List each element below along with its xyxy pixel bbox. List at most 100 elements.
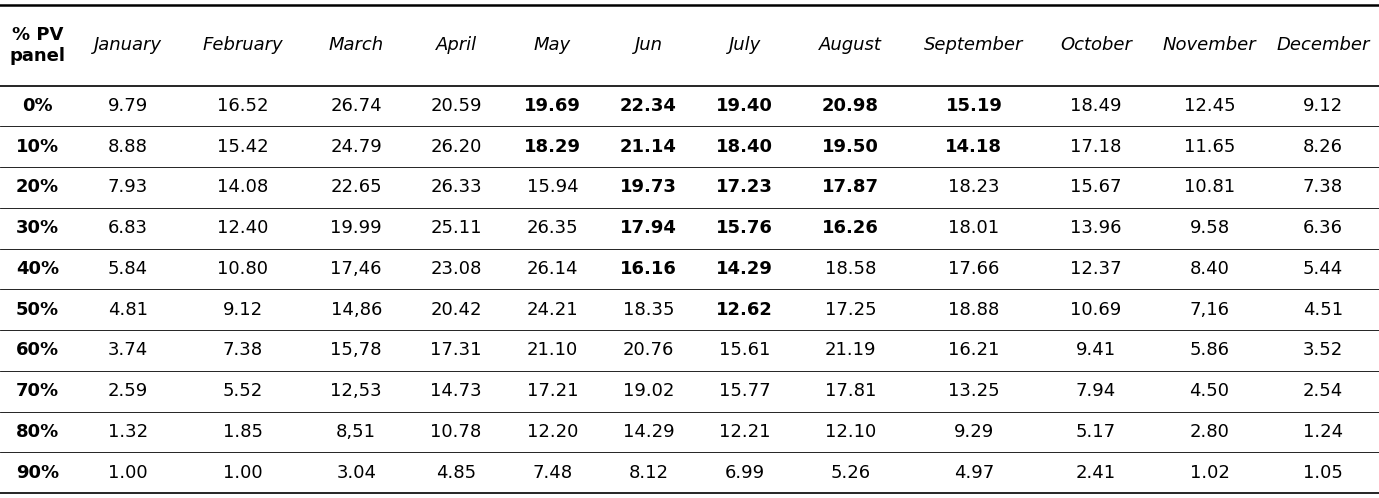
Text: 14.29: 14.29: [623, 423, 674, 441]
Text: 19.50: 19.50: [822, 137, 878, 156]
Text: 23.08: 23.08: [430, 260, 481, 278]
Text: February: February: [203, 36, 283, 54]
Text: 7.94: 7.94: [1076, 382, 1116, 400]
Text: 26.35: 26.35: [527, 219, 578, 237]
Text: 15,78: 15,78: [331, 342, 382, 360]
Text: 10.81: 10.81: [1185, 178, 1236, 196]
Text: 13.96: 13.96: [1070, 219, 1121, 237]
Text: 1.85: 1.85: [223, 423, 263, 441]
Text: 18.23: 18.23: [949, 178, 1000, 196]
Text: 17.81: 17.81: [825, 382, 876, 400]
Text: 9.41: 9.41: [1076, 342, 1116, 360]
Text: 4.85: 4.85: [436, 464, 476, 482]
Text: 14.18: 14.18: [946, 137, 1003, 156]
Text: 20%: 20%: [15, 178, 59, 196]
Text: 17.18: 17.18: [1070, 137, 1121, 156]
Text: 20.42: 20.42: [430, 301, 481, 319]
Text: 20.98: 20.98: [822, 97, 878, 115]
Text: 22.34: 22.34: [621, 97, 677, 115]
Text: 8.12: 8.12: [629, 464, 669, 482]
Text: 9.29: 9.29: [954, 423, 994, 441]
Text: 5.86: 5.86: [1190, 342, 1230, 360]
Text: 15.94: 15.94: [527, 178, 578, 196]
Text: 7.38: 7.38: [1303, 178, 1343, 196]
Text: 8.40: 8.40: [1190, 260, 1230, 278]
Text: 2.54: 2.54: [1303, 382, 1343, 400]
Text: 12.37: 12.37: [1070, 260, 1123, 278]
Text: 7,16: 7,16: [1190, 301, 1230, 319]
Text: 2.80: 2.80: [1190, 423, 1230, 441]
Text: 18.35: 18.35: [623, 301, 674, 319]
Text: 26.33: 26.33: [430, 178, 481, 196]
Text: 70%: 70%: [15, 382, 59, 400]
Text: 9.12: 9.12: [222, 301, 263, 319]
Text: 6.83: 6.83: [108, 219, 148, 237]
Text: 17.21: 17.21: [527, 382, 578, 400]
Text: 50%: 50%: [15, 301, 59, 319]
Text: 18.40: 18.40: [716, 137, 774, 156]
Text: 5.52: 5.52: [222, 382, 263, 400]
Text: 4.51: 4.51: [1303, 301, 1343, 319]
Text: 12.10: 12.10: [825, 423, 876, 441]
Text: 26.74: 26.74: [331, 97, 382, 115]
Text: 1.00: 1.00: [108, 464, 148, 482]
Text: March: March: [328, 36, 383, 54]
Text: 14.73: 14.73: [430, 382, 481, 400]
Text: 20.59: 20.59: [430, 97, 481, 115]
Text: 18.49: 18.49: [1070, 97, 1121, 115]
Text: 26.14: 26.14: [527, 260, 578, 278]
Text: 20.76: 20.76: [623, 342, 674, 360]
Text: Jun: Jun: [634, 36, 662, 54]
Text: 30%: 30%: [15, 219, 59, 237]
Text: 7.93: 7.93: [108, 178, 148, 196]
Text: 12.40: 12.40: [217, 219, 269, 237]
Text: 16.52: 16.52: [217, 97, 269, 115]
Text: November: November: [1162, 36, 1256, 54]
Text: 15.76: 15.76: [716, 219, 774, 237]
Text: % PV
panel: % PV panel: [10, 26, 65, 65]
Text: 60%: 60%: [15, 342, 59, 360]
Text: 10%: 10%: [15, 137, 59, 156]
Text: 15.67: 15.67: [1070, 178, 1121, 196]
Text: 2.59: 2.59: [108, 382, 148, 400]
Text: 12.62: 12.62: [716, 301, 774, 319]
Text: 7.38: 7.38: [222, 342, 263, 360]
Text: 5.44: 5.44: [1303, 260, 1343, 278]
Text: 17.94: 17.94: [621, 219, 677, 237]
Text: 8.88: 8.88: [108, 137, 148, 156]
Text: 10.78: 10.78: [430, 423, 481, 441]
Text: December: December: [1277, 36, 1369, 54]
Text: 26.20: 26.20: [430, 137, 481, 156]
Text: 40%: 40%: [15, 260, 59, 278]
Text: 80%: 80%: [15, 423, 59, 441]
Text: 3.74: 3.74: [108, 342, 148, 360]
Text: 4.97: 4.97: [954, 464, 994, 482]
Text: 25.11: 25.11: [430, 219, 481, 237]
Text: 0%: 0%: [22, 97, 52, 115]
Text: 18.01: 18.01: [949, 219, 1000, 237]
Text: 14.29: 14.29: [716, 260, 774, 278]
Text: 19.73: 19.73: [621, 178, 677, 196]
Text: 12,53: 12,53: [331, 382, 382, 400]
Text: 1.32: 1.32: [108, 423, 148, 441]
Text: 9.12: 9.12: [1303, 97, 1343, 115]
Text: 12.45: 12.45: [1183, 97, 1236, 115]
Text: 14.08: 14.08: [217, 178, 269, 196]
Text: 12.21: 12.21: [718, 423, 771, 441]
Text: 15.42: 15.42: [217, 137, 269, 156]
Text: 3.04: 3.04: [336, 464, 376, 482]
Text: 10.69: 10.69: [1070, 301, 1121, 319]
Text: 3.52: 3.52: [1303, 342, 1343, 360]
Text: 18.29: 18.29: [524, 137, 581, 156]
Text: 17.23: 17.23: [716, 178, 774, 196]
Text: 21.10: 21.10: [527, 342, 578, 360]
Text: July: July: [728, 36, 761, 54]
Text: May: May: [534, 36, 571, 54]
Text: 6.99: 6.99: [725, 464, 765, 482]
Text: 13.25: 13.25: [949, 382, 1000, 400]
Text: 17.87: 17.87: [822, 178, 878, 196]
Text: 9.79: 9.79: [108, 97, 148, 115]
Text: 8.26: 8.26: [1303, 137, 1343, 156]
Text: 6.36: 6.36: [1303, 219, 1343, 237]
Text: 17,46: 17,46: [331, 260, 382, 278]
